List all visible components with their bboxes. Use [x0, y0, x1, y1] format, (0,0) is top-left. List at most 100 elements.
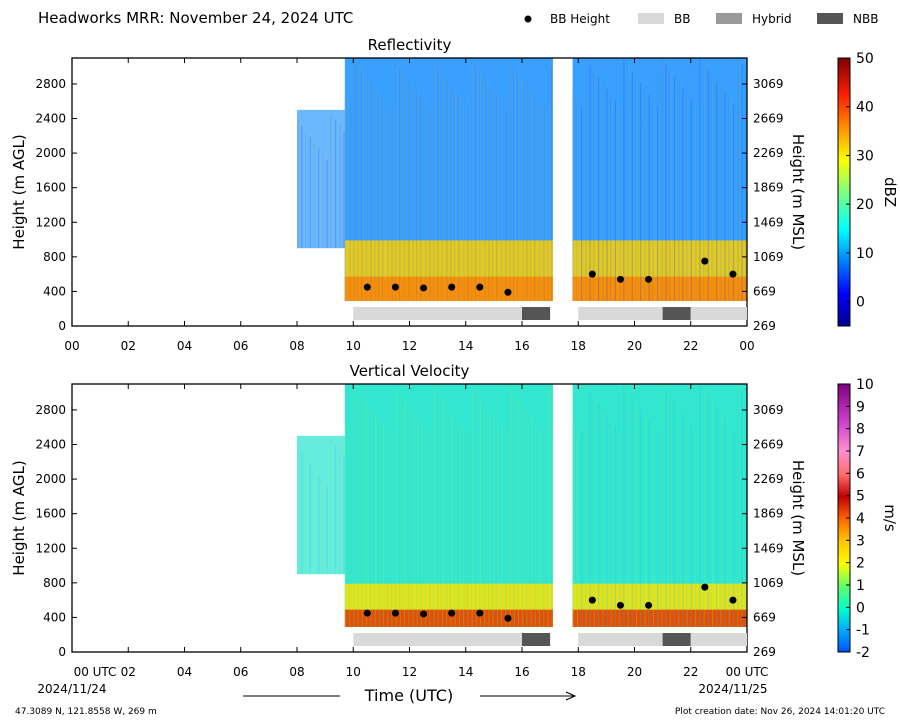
legend-item: Hybrid: [716, 12, 792, 26]
echo-streak: [707, 70, 709, 301]
echo-streak: [441, 400, 444, 627]
y-tick-label: 2800: [35, 77, 66, 91]
echo-streak: [479, 73, 482, 301]
echo-streak: [349, 104, 351, 301]
y2-tick-label: 2269: [753, 146, 784, 160]
x-tick-label: 06: [233, 665, 248, 679]
bb-type-bar: [353, 307, 522, 320]
echo-streak: [496, 96, 498, 301]
bb-height-point: [391, 283, 399, 291]
bb-height-point: [645, 601, 653, 609]
echo-streak: [433, 62, 435, 301]
x-tick-label: 08: [289, 665, 304, 679]
echo-streak: [334, 119, 337, 249]
echo-streak: [467, 434, 469, 627]
y2-axis-label: Height (m MSL): [789, 134, 807, 250]
echo-streak: [530, 90, 532, 301]
echo-streak: [399, 394, 401, 627]
y2-tick-label: 269: [753, 645, 776, 659]
echo-streak: [424, 429, 427, 627]
y-axis-label: Height (m AGL): [10, 134, 28, 249]
echo-streak: [669, 396, 671, 627]
x-tick-label: 10: [346, 339, 361, 353]
echo-streak: [538, 427, 541, 627]
x-tick-label: 18: [571, 339, 586, 353]
colorbar-tick-label: 10: [856, 246, 874, 262]
reflectivity-panel: Reflectivity0400800120016002000240028002…: [10, 36, 899, 353]
bb-height-point: [420, 610, 428, 618]
bb-type-bar: [353, 633, 522, 646]
data-field: [297, 384, 747, 627]
echo-streak: [703, 64, 705, 301]
echo-streak: [458, 96, 460, 301]
echo-streak: [661, 59, 663, 301]
echo-streak: [547, 387, 549, 627]
echo-streak: [648, 420, 650, 627]
x-start-tick-label: 00 UTC: [74, 665, 117, 679]
echo-streak: [619, 106, 621, 301]
echo-streak: [454, 417, 456, 627]
y2-tick-label: 269: [753, 319, 776, 333]
x-end-tick-label: 00 UTC: [726, 665, 769, 679]
x-tick-label: 20: [627, 339, 642, 353]
echo-streak: [728, 98, 730, 301]
echo-streak: [382, 423, 384, 627]
echo-streak: [694, 105, 697, 301]
y2-tick-label: 1069: [753, 250, 784, 264]
echo-streak: [517, 73, 519, 301]
echo-streak: [484, 79, 486, 301]
echo-streak: [399, 68, 401, 301]
echo-streak: [462, 428, 465, 627]
echo-streak: [547, 61, 549, 301]
echo-streak: [492, 416, 494, 627]
echo-streak: [412, 412, 414, 627]
echo-streak: [716, 407, 718, 627]
echo-region: [297, 435, 345, 575]
echo-streak: [471, 62, 473, 301]
y2-axis-label: Height (m MSL): [789, 460, 807, 576]
colorbar-tick-label: 10: [856, 377, 874, 393]
echo-streak: [357, 389, 359, 627]
echo-streak: [318, 148, 320, 249]
echo-streak: [305, 457, 307, 575]
echo-streak: [505, 107, 507, 301]
colorbar-tick-label: 0: [856, 295, 865, 311]
echo-streak: [416, 417, 418, 627]
figure-title: Headworks MRR: November 24, 2024 UTC: [38, 9, 353, 27]
echo-streak: [322, 154, 324, 249]
echo-streak: [517, 399, 519, 627]
echo-streak: [635, 403, 638, 627]
echo-streak: [403, 400, 406, 627]
echo-streak: [619, 432, 621, 627]
echo-streak: [330, 440, 332, 575]
bb-type-bar: [578, 633, 663, 646]
y-tick-label: 1200: [35, 215, 66, 229]
echo-streak: [462, 102, 465, 301]
echo-streak: [446, 79, 448, 301]
echo-streak: [585, 386, 587, 627]
echo-streak: [610, 420, 612, 627]
y2-tick-label: 1869: [753, 507, 784, 521]
x-tick-label: 16: [514, 665, 529, 679]
echo-streak: [703, 390, 705, 627]
echo-streak: [446, 405, 448, 627]
echo-streak: [593, 72, 595, 301]
bb-height-point: [476, 283, 484, 291]
bb-height-point: [476, 609, 484, 617]
bb-height-point: [588, 596, 596, 604]
colorbar-tick-label: -2: [856, 645, 870, 661]
x-tick-label: 02: [121, 339, 136, 353]
echo-streak: [686, 93, 688, 301]
echo-streak: [475, 67, 477, 301]
echo-streak: [593, 398, 595, 627]
echo-streak: [623, 386, 625, 627]
echo-streak: [678, 408, 680, 627]
time-arrow-head-icon: [565, 691, 577, 701]
echo-streak: [589, 392, 591, 627]
x-tick-label: 00: [64, 339, 79, 353]
colorbar-tick-label: 40: [856, 100, 874, 116]
x-tick-label: 02: [121, 665, 136, 679]
echo-streak: [433, 388, 435, 627]
echo-streak: [699, 385, 701, 627]
x-tick-label: 22: [683, 665, 698, 679]
